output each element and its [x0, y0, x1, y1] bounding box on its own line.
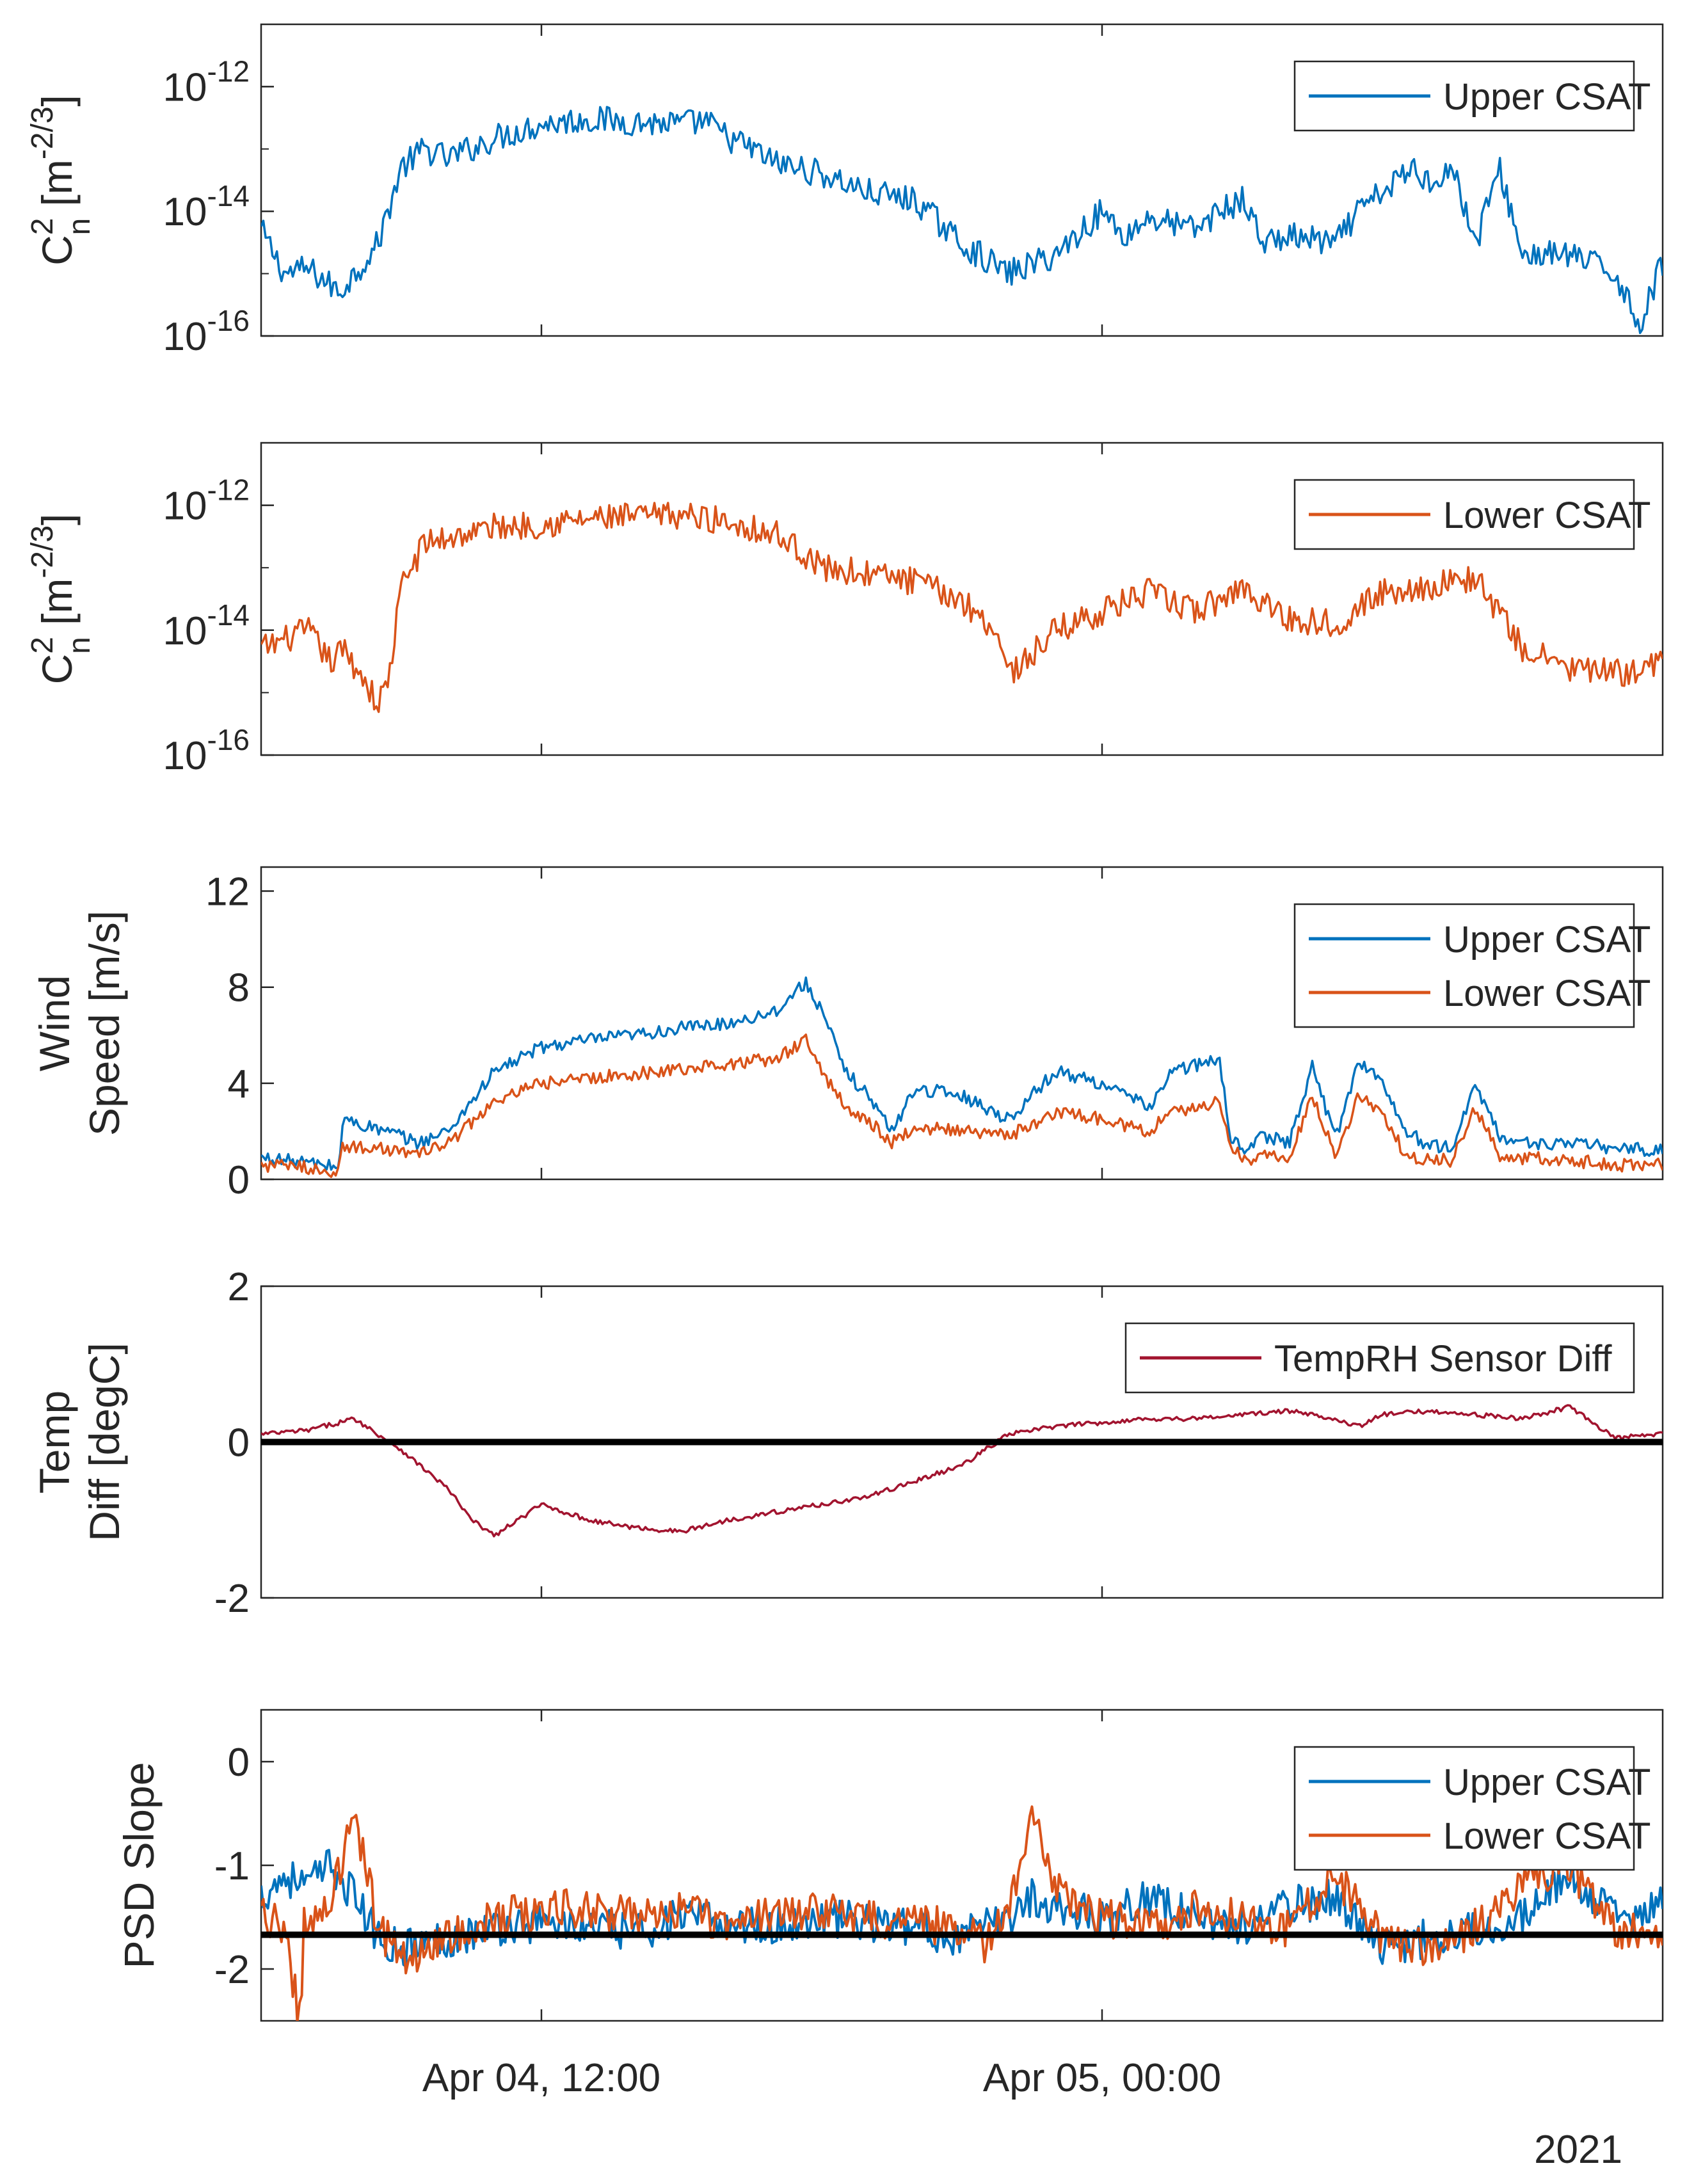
y-tick-label: 4 [228, 1062, 250, 1106]
plot-area [261, 1404, 1663, 1538]
y-tick-label: -2 [214, 1948, 250, 1992]
y-tick-label: 0 [228, 1158, 250, 1202]
series-line-temprh-sensor-diff [261, 1404, 1663, 1538]
y-axis-label: PSD Slope [115, 1762, 163, 1969]
series-line-lower-csat [261, 502, 1663, 713]
y-tick-label: 0 [228, 1421, 250, 1465]
y-axis-label-line: Diff [degC] [81, 1343, 128, 1542]
x-axis-tick-labels: Apr 04, 12:00 Apr 05, 00:00 [422, 2056, 1221, 2100]
y-tick-label: 10-16 [163, 304, 250, 359]
y-tick-label: -2 [214, 1577, 250, 1621]
y-axis-label-line: Speed [m/s] [81, 911, 128, 1136]
plot-area [261, 1805, 1663, 2021]
legend-box [1293, 1746, 1635, 1871]
plot-area [261, 502, 1663, 713]
panel-4: -2 0 2 Temp Diff [degC] TempRH Sensor Diff [31, 1265, 1664, 1621]
plot-area [261, 976, 1663, 1178]
x-tick-label: Apr 05, 00:00 [983, 2056, 1221, 2100]
series-line-upper-csat [261, 106, 1663, 335]
series-line-lower-csat [261, 1033, 1663, 1178]
panel-2: 10-12 10-14 10-16 C2 n [m-2/3] Lower CSAT [26, 442, 1664, 778]
y-axis-label: C2 n [m-2/3] [26, 514, 97, 685]
legend: Upper CSAT Lower CSAT [1293, 903, 1651, 1028]
legend-entry: Upper CSAT [1443, 919, 1651, 960]
legend-entry: Upper CSAT [1443, 1762, 1651, 1803]
y-tick-label: 10-16 [163, 723, 250, 778]
y-axis-label-line: Wind [31, 975, 78, 1071]
legend-box [1293, 903, 1635, 1028]
legend: Lower CSAT [1293, 479, 1651, 550]
y-tick-label: 0 [228, 1741, 250, 1785]
x-tick-label: Apr 04, 12:00 [422, 2056, 660, 2100]
panel-5: -2 -1 0 PSD Slope Upper CSAT Lower CSAT [115, 1709, 1664, 2022]
legend-entry: Lower CSAT [1443, 495, 1651, 536]
legend-entry: TempRH Sensor Diff [1274, 1338, 1612, 1380]
panel-3: 0 4 8 12 Wind Speed [m/s] Upper CSAT Lower CSAT [31, 866, 1664, 1202]
legend-entry: Lower CSAT [1443, 973, 1651, 1014]
legend: TempRH Sensor Diff [1124, 1322, 1635, 1394]
y-tick-label: 12 [205, 870, 250, 914]
series-line-upper-csat [261, 976, 1663, 1171]
y-tick-label: 10-14 [163, 179, 250, 234]
legend-entry: Lower CSAT [1443, 1815, 1651, 1857]
y-tick-label: 10-12 [163, 54, 250, 109]
series-line-lower-csat [261, 1805, 1663, 2021]
y-axis-label-line: Temp [31, 1391, 78, 1494]
y-tick-label: -1 [214, 1844, 250, 1888]
x-axis-year-label: 2021 [1534, 2128, 1622, 2172]
y-tick-label: 10-14 [163, 598, 250, 653]
y-tick-label: 2 [228, 1265, 250, 1309]
legend-entry: Upper CSAT [1443, 76, 1651, 118]
panel-1: 10-12 10-14 10-16 C2 n [m-2/3] Upper CSAT [26, 23, 1664, 359]
y-tick-label: 8 [228, 966, 250, 1010]
legend-box [1293, 479, 1635, 550]
plot-area [261, 106, 1663, 335]
y-tick-label: 10-12 [163, 474, 250, 529]
legend: Upper CSAT Lower CSAT [1293, 1746, 1651, 1871]
y-axis-label: C2 n [m-2/3] [26, 95, 97, 266]
legend: Upper CSAT [1293, 60, 1651, 132]
